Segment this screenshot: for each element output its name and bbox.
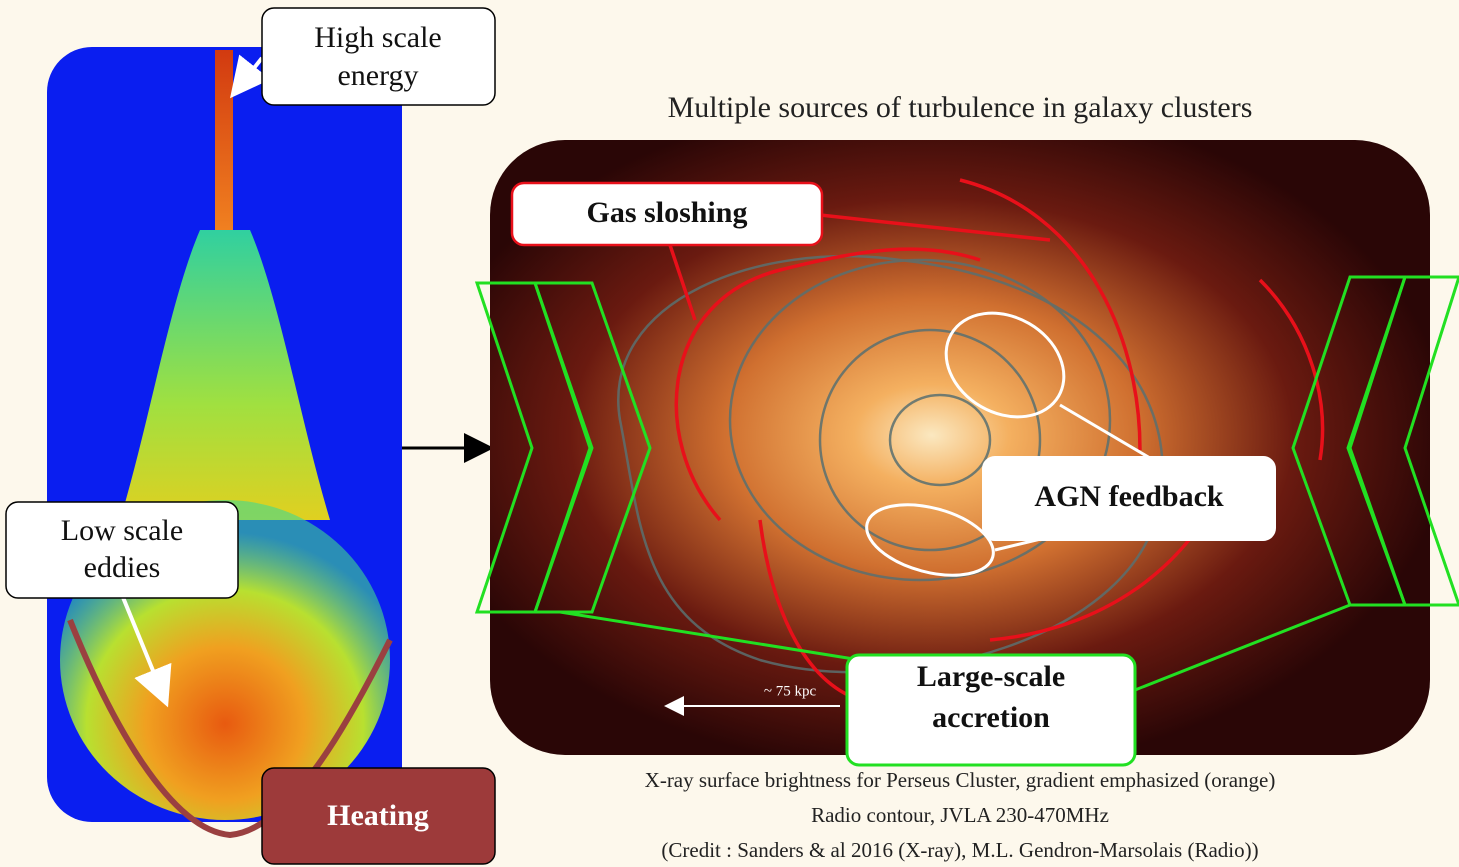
jet [215, 50, 233, 230]
title: Multiple sources of turbulence in galaxy… [668, 91, 1253, 124]
label: eddies [84, 551, 161, 584]
simulation-image [47, 47, 402, 835]
label: High scale [314, 21, 441, 54]
label: accretion [932, 701, 1050, 734]
caption: Radio contour, JVLA 230-470MHz [811, 803, 1109, 827]
caption: X-ray surface brightness for Perseus Clu… [645, 768, 1276, 792]
label: Large-scale [917, 660, 1065, 693]
label: energy [337, 59, 418, 92]
label: Gas sloshing [587, 196, 748, 229]
figure: High scale energy Low scale eddies Heati… [0, 0, 1459, 867]
label: Heating [327, 799, 429, 832]
label: AGN feedback [1034, 480, 1223, 513]
label: Low scale [61, 514, 183, 547]
scale-label: ~ 75 kpc [764, 683, 817, 699]
caption: (Credit : Sanders & al 2016 (X-ray), M.L… [661, 838, 1258, 862]
